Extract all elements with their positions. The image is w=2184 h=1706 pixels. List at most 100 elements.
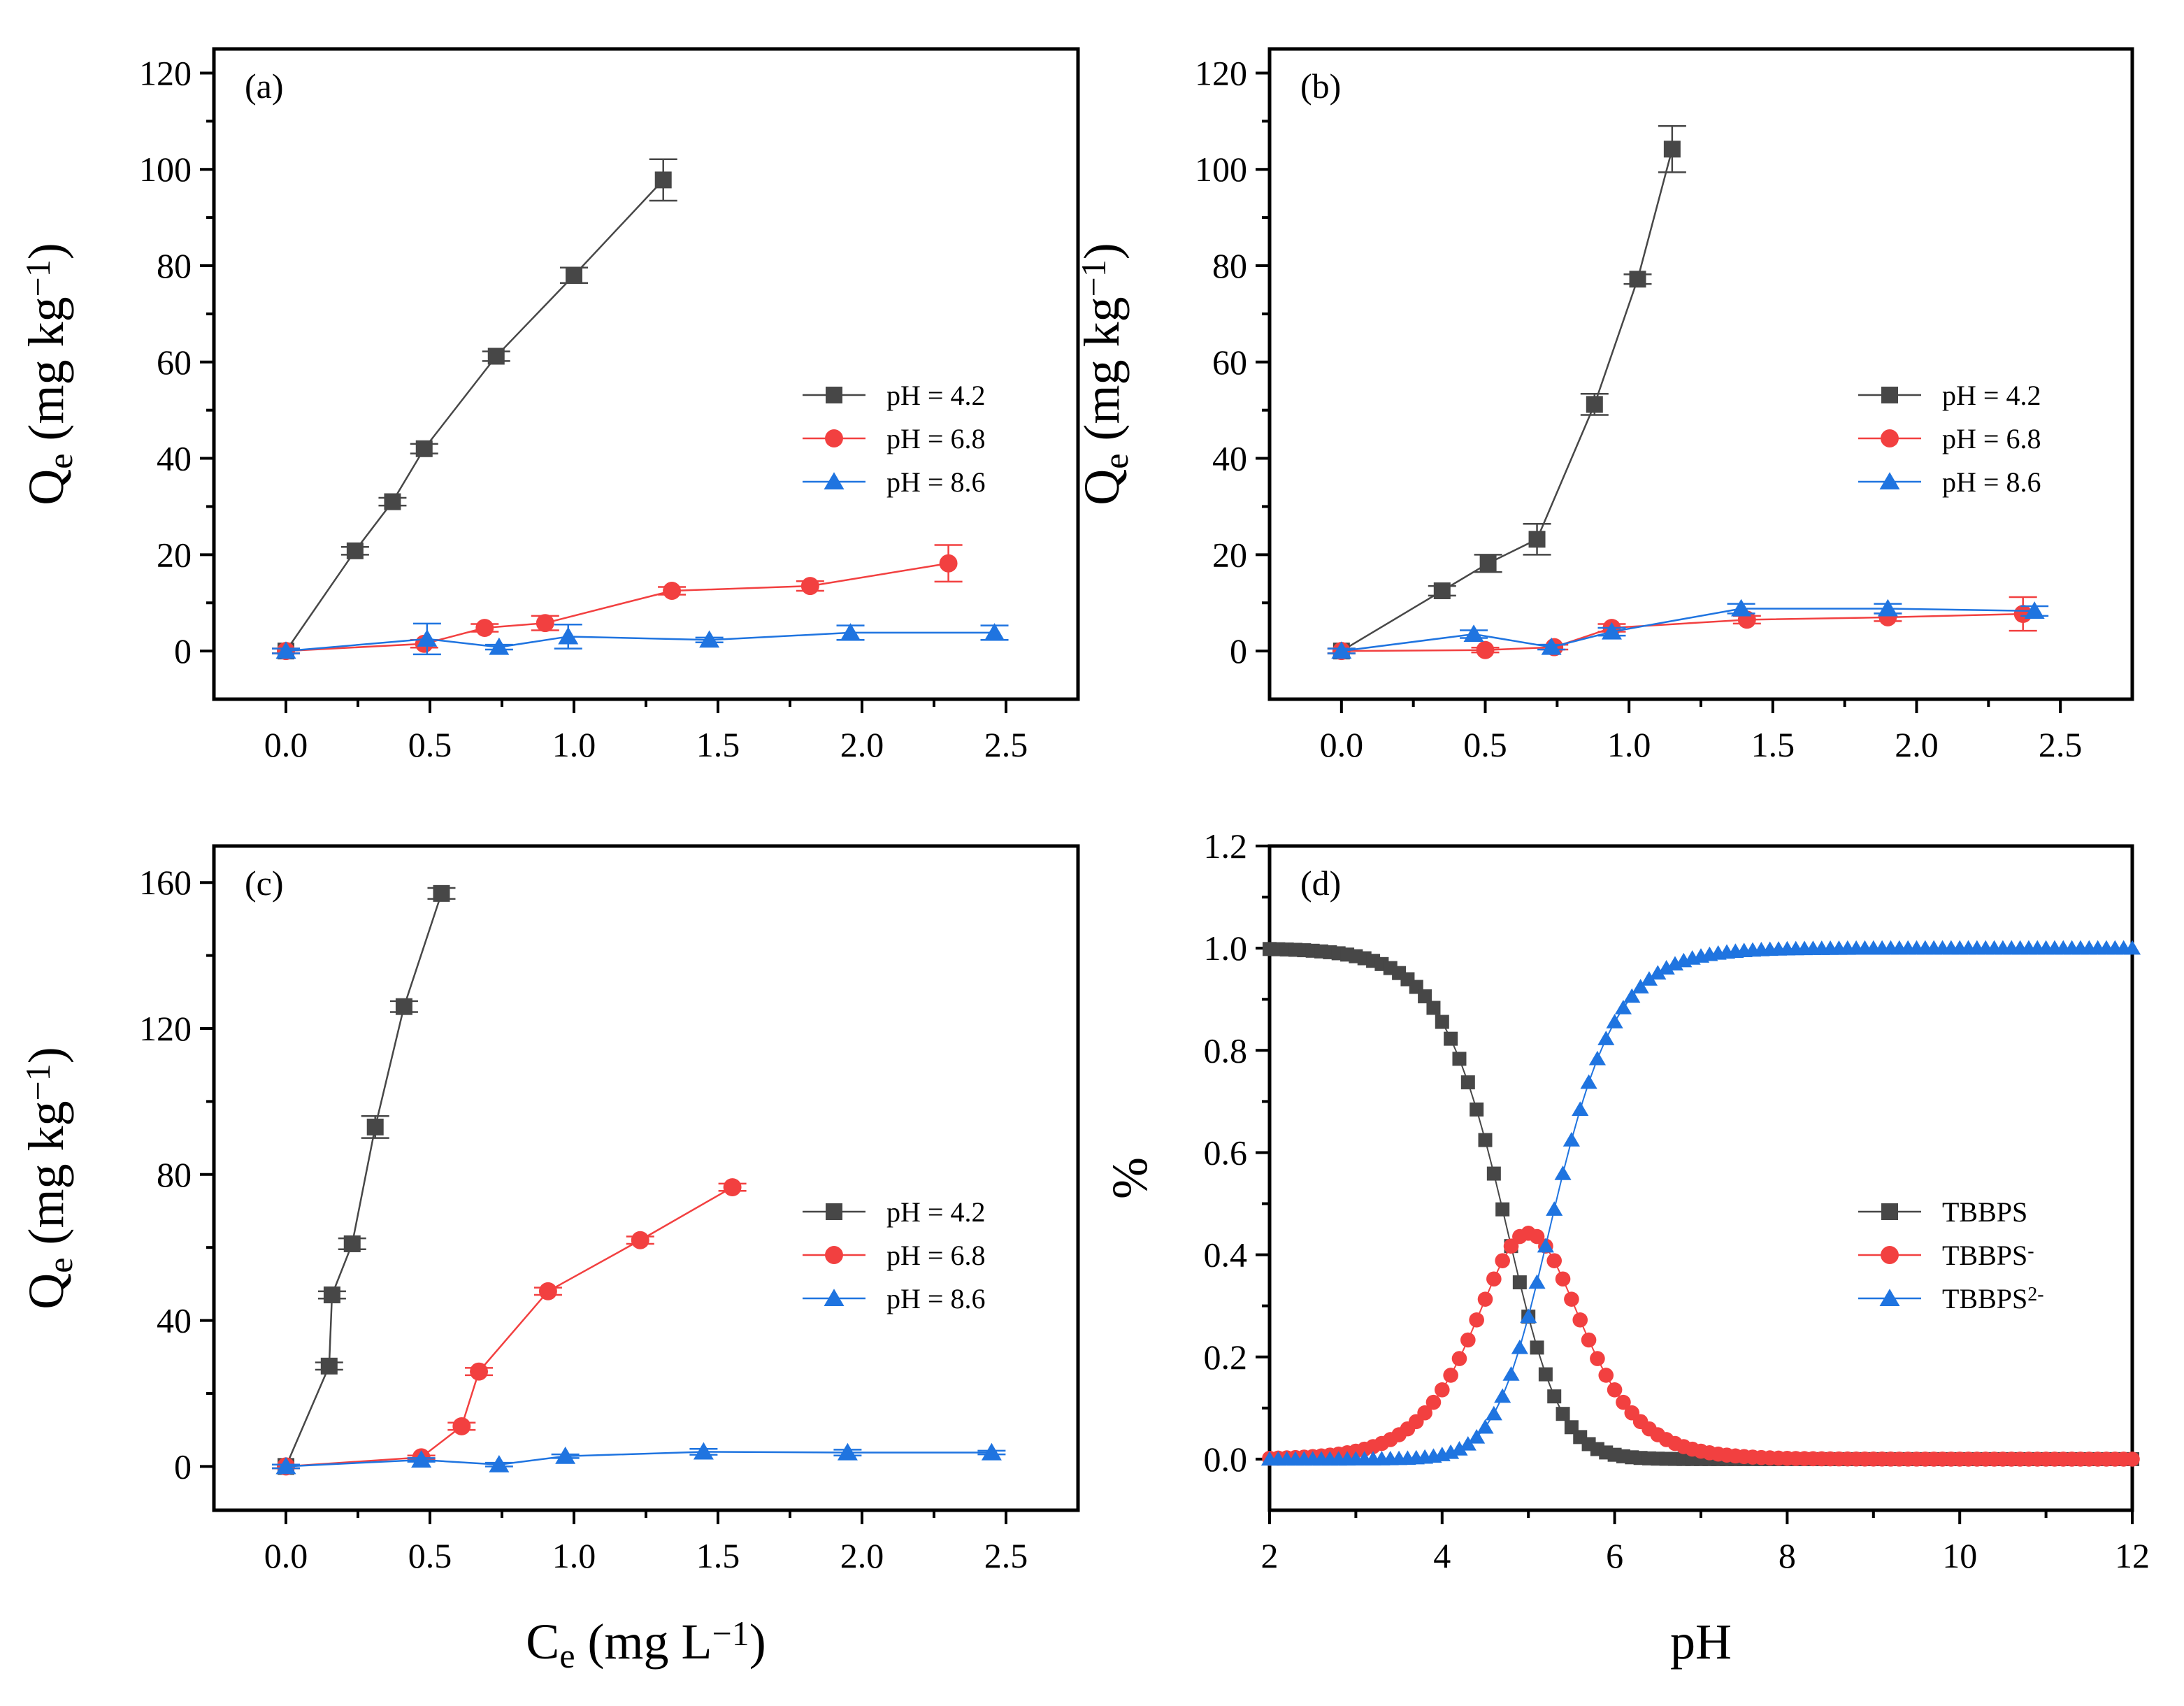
data-point (1658, 960, 1675, 975)
data-point (1556, 1407, 1570, 1421)
data-point (1546, 1253, 1562, 1268)
legend-marker (1881, 429, 1899, 447)
x-tick-label: 2.5 (2039, 725, 2083, 764)
data-point (2125, 1451, 2140, 1467)
y-tick-label: 0.0 (1204, 1440, 1248, 1479)
data-point (1581, 1332, 1597, 1348)
legend-marker (1879, 472, 1900, 490)
legend-marker (1879, 1289, 1900, 1307)
data-point (1433, 582, 1451, 599)
legend: pH = 4.2 pH = 6.8 pH = 8.6 (803, 1196, 985, 1314)
data-point (1495, 1202, 1510, 1217)
y-axis-title-main: Q (18, 469, 74, 506)
x-axis-title-sub: e (559, 1636, 575, 1675)
legend-marker (826, 387, 842, 403)
series-line (285, 179, 664, 652)
x-tick-label: 0.0 (264, 725, 308, 764)
data-point (1623, 988, 1641, 1003)
legend-marker (825, 1246, 843, 1264)
data-point (1547, 1389, 1562, 1404)
y-axis-title-main: % (1102, 1157, 1158, 1199)
data-point (1463, 624, 1484, 643)
legend-item: pH = 4.2 (803, 380, 985, 411)
y-tick-label: 80 (1212, 246, 1247, 285)
y-tick-label: 0 (174, 631, 192, 671)
data-point (1649, 965, 1667, 980)
data-point (1632, 979, 1649, 994)
data-point (470, 1362, 488, 1381)
data-point (1417, 1405, 1432, 1421)
data-point (558, 626, 579, 645)
x-tick-label: 2.5 (984, 725, 1028, 764)
data-point (1572, 1101, 1589, 1117)
data-point (1418, 989, 1432, 1003)
x-tick-label: 1.0 (1607, 725, 1651, 764)
legend: pH = 4.2 pH = 6.8 pH = 8.6 (803, 380, 985, 498)
data-point (1554, 1166, 1572, 1180)
data-point (1502, 1366, 1520, 1381)
data-point (663, 582, 682, 600)
data-point (487, 347, 505, 365)
y-axis-title-sub: e (41, 453, 80, 468)
legend-marker (824, 1289, 845, 1307)
y-tick-label: 100 (1195, 150, 1247, 189)
data-point (1477, 1291, 1493, 1307)
data-point (1459, 1435, 1477, 1451)
data-point (1425, 1394, 1442, 1410)
data-point (1476, 640, 1495, 659)
legend-marker (826, 1203, 842, 1220)
x-tick-label: 0.5 (1463, 725, 1507, 764)
panel-label: (b) (1300, 66, 1341, 106)
data-point (1537, 1238, 1554, 1253)
data-point (1629, 271, 1646, 288)
data-point (275, 641, 296, 659)
legend-label: pH = 8.6 (886, 1283, 985, 1314)
x-axis-title-main: C (526, 1614, 559, 1670)
y-axis-title-main: Q (18, 1273, 74, 1310)
data-point (699, 630, 720, 648)
series-square (272, 884, 456, 1475)
data-point (981, 1442, 1002, 1461)
series-line (1341, 608, 2035, 652)
y-tick-label: 20 (157, 535, 192, 574)
y-tick-label: 0 (1230, 631, 1247, 671)
x-axis-title-ce: Ce (mg L−1) (526, 1614, 766, 1675)
y-axis-title: Qe (mg kg−1) (18, 1047, 80, 1309)
data-point (1479, 554, 1497, 572)
data-point (1495, 1253, 1510, 1268)
y-tick-label: 0 (174, 1447, 192, 1486)
y-axis-title-close: ) (18, 243, 74, 259)
data-point (536, 614, 554, 633)
y-axis-title-unit: (mg kg (18, 297, 74, 454)
legend-label: pH = 4.2 (886, 1196, 985, 1228)
x-tick-label: 1.0 (552, 1536, 596, 1575)
y-axis-title-unit: (mg kg (18, 1101, 74, 1258)
x-tick-label: 4 (1433, 1536, 1451, 1575)
series-triangle (272, 1442, 1006, 1475)
data-point (415, 440, 433, 457)
data-point (1588, 1050, 1606, 1066)
data-point (538, 1282, 557, 1300)
data-point (2024, 601, 2045, 619)
data-point (411, 1450, 432, 1468)
data-point (1877, 598, 1898, 617)
data-point (1435, 1015, 1449, 1029)
x-axis-title-close: ) (749, 1614, 766, 1670)
y-tick-label: 1.2 (1204, 826, 1248, 866)
plot-frame (212, 844, 1080, 1512)
legend-item: TBBPS- (1858, 1240, 2034, 1271)
legend-label: pH = 6.8 (1942, 423, 2041, 454)
legend-label: pH = 6.8 (886, 1240, 985, 1271)
x-tick-label: 6 (1606, 1536, 1623, 1575)
x-tick-label: 12 (2115, 1536, 2150, 1575)
y-tick-label: 100 (139, 150, 192, 189)
y-axis-title: Qe (mg kg−1) (18, 243, 80, 505)
data-point (1546, 1201, 1563, 1216)
data-point (1564, 1291, 1579, 1307)
legend-item: pH = 6.8 (803, 423, 985, 454)
data-point (1452, 1052, 1467, 1066)
data-point (1511, 1339, 1528, 1354)
data-point (1616, 1394, 1631, 1410)
y-tick-label: 40 (157, 1301, 192, 1340)
y-tick-label: 80 (157, 1155, 192, 1194)
